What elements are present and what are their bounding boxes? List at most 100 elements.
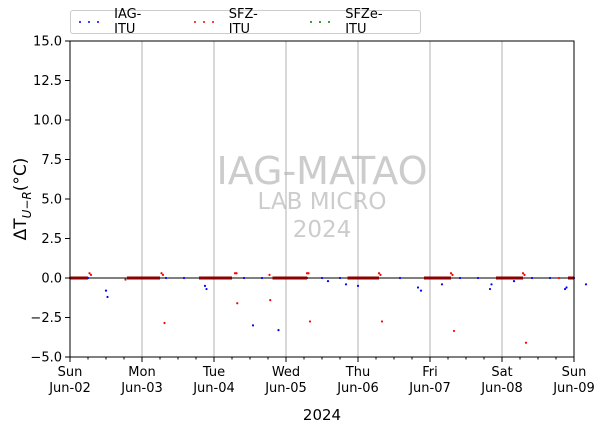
legend-item: IAG-ITU <box>73 7 180 37</box>
x-tick-label-date: Jun-07 <box>408 381 451 396</box>
dense-near-zero-points <box>70 276 574 280</box>
data-point <box>416 286 420 289</box>
data-point <box>512 280 516 283</box>
y-tick-label: −2.5 <box>30 311 62 326</box>
data-point <box>308 320 312 323</box>
x-tick-label-day: Sun <box>562 365 587 380</box>
data-point <box>490 283 493 286</box>
dense-point-cluster <box>199 276 232 280</box>
data-point <box>548 276 552 280</box>
data-point <box>205 287 208 291</box>
x-tick-label-date: Jun-08 <box>480 381 523 396</box>
legend-label: SFZe-ITU <box>345 7 383 37</box>
x-tick-label-date: Jun-04 <box>192 381 235 396</box>
x-tick-label-day: Wed <box>272 365 300 380</box>
y-tick-label: 0.0 <box>41 272 62 287</box>
data-point <box>476 276 480 280</box>
data-point <box>104 289 108 292</box>
x-tick-label-date: Jun-03 <box>120 381 163 396</box>
data-point <box>242 276 246 280</box>
data-point <box>106 295 109 299</box>
series-iag-itu <box>68 276 588 332</box>
data-point <box>452 329 456 333</box>
series-sfz-itu <box>88 272 561 344</box>
data-point <box>449 272 453 275</box>
legend-marker <box>79 18 104 26</box>
data-point <box>458 276 462 280</box>
legend-item: SFZ-ITU <box>188 7 296 37</box>
data-point <box>419 289 423 292</box>
data-point <box>88 272 91 275</box>
data-point <box>530 276 534 280</box>
data-point <box>307 272 310 275</box>
y-tick-label: 12.5 <box>33 74 62 89</box>
data-point <box>161 273 165 276</box>
data-point <box>182 276 186 280</box>
legend-item: SFZe-ITU <box>304 7 420 37</box>
data-point <box>160 272 163 275</box>
data-point <box>320 276 324 280</box>
watermark-line-2: LAB MICRO <box>258 189 387 215</box>
legend: IAG-ITU SFZ-ITU SFZe-ITU <box>70 7 421 37</box>
data-point <box>356 284 360 287</box>
data-point <box>269 299 272 302</box>
dense-point-cluster <box>424 276 451 280</box>
data-point <box>338 276 342 280</box>
dense-point-cluster <box>496 276 523 280</box>
dense-point-cluster <box>127 276 160 280</box>
x-axis-ticks: SunJun-02MonJun-03TueJun-04WedJun-05ThuJ… <box>48 357 595 396</box>
y-axis-ticks: 15.0 12.5 10.0 7.5 5.0 2.5 0.0 −2.5 −5.0 <box>30 35 70 366</box>
data-point <box>524 341 528 344</box>
y-tick-label: 7.5 <box>41 153 62 168</box>
dense-point-cluster <box>272 276 307 280</box>
x-tick-label-day: Tue <box>202 365 225 380</box>
y-tick-label: 5.0 <box>41 193 62 208</box>
data-point <box>235 272 238 275</box>
x-tick-label-day: Sun <box>58 365 83 380</box>
dense-point-cluster <box>568 276 574 280</box>
legend-marker <box>309 18 335 26</box>
x-tick-label-date: Jun-02 <box>48 381 91 396</box>
vertical-gridlines <box>141 41 503 357</box>
x-tick-label-day: Thu <box>345 365 370 380</box>
x-tick-label-date: Jun-06 <box>336 381 379 396</box>
data-point <box>521 272 525 275</box>
legend-label: SFZ-ITU <box>228 7 258 37</box>
data-point <box>251 324 255 327</box>
legend-marker <box>193 18 219 26</box>
data-point <box>523 273 526 276</box>
data-point <box>488 287 492 291</box>
dense-point-cluster <box>70 276 88 280</box>
y-tick-label: 15.0 <box>33 35 62 50</box>
data-point <box>557 276 561 280</box>
data-point <box>277 329 280 332</box>
data-point <box>164 276 168 280</box>
data-points <box>68 272 588 344</box>
x-axis-label: 2024 <box>303 406 341 424</box>
data-point <box>163 321 166 325</box>
x-tick-label-date: Jun-09 <box>552 381 595 396</box>
data-point <box>124 278 127 281</box>
data-point <box>268 273 271 276</box>
data-point <box>89 273 93 276</box>
data-point <box>451 273 454 276</box>
data-point <box>344 283 348 286</box>
data-point <box>440 283 444 286</box>
y-tick-label: 10.0 <box>33 114 62 129</box>
data-point <box>584 283 588 286</box>
x-tick-label-day: Fri <box>422 365 438 380</box>
data-point <box>379 273 382 276</box>
data-point <box>260 276 264 280</box>
data-point <box>563 287 567 291</box>
data-point <box>398 276 402 280</box>
x-tick-label-day: Mon <box>128 365 155 380</box>
watermark-line-3: 2024 <box>293 217 352 243</box>
data-point <box>565 286 568 289</box>
x-tick-label-date: Jun-05 <box>264 381 307 396</box>
data-point <box>326 280 330 283</box>
y-axis-label: ΔTU−R(°C) <box>11 158 34 241</box>
legend-label: IAG-ITU <box>114 7 142 37</box>
y-tick-label: −5.0 <box>30 351 62 366</box>
data-point <box>203 284 207 287</box>
